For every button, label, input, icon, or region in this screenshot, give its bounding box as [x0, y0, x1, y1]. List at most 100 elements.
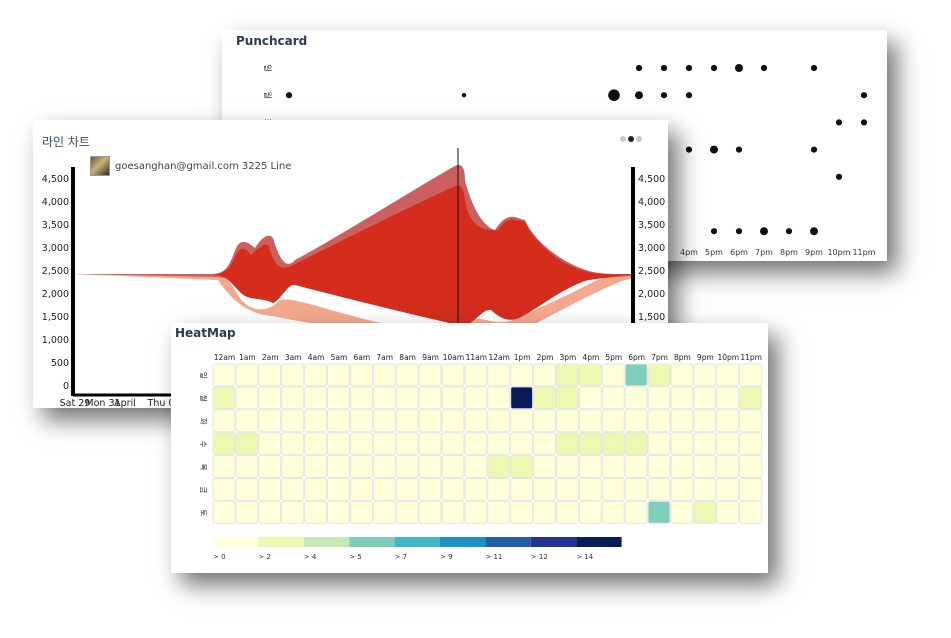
- x-tick-label: Mon 31: [85, 398, 120, 408]
- heatmap-cell: [693, 386, 717, 410]
- heatmap-cell: [601, 455, 625, 479]
- heatmap-cell: [693, 432, 717, 456]
- heatmap-cell: [395, 455, 419, 479]
- heatmap-cell: [624, 500, 648, 524]
- heatmap-hour-label: 4am: [308, 353, 325, 362]
- heatmap-cell: [693, 478, 717, 501]
- heatmap-hour-label: 9am: [422, 353, 439, 362]
- heatmap-cell: [418, 386, 442, 410]
- heatmap-cell: [304, 500, 328, 524]
- y-tick-label-right: 2,000: [638, 289, 665, 300]
- punch-point: [810, 64, 818, 72]
- heatmap-hour-label: 3am: [285, 353, 302, 362]
- heatmap-title: HeatMap: [175, 326, 236, 340]
- heatmap-cell: [647, 386, 671, 410]
- heatmap-cell: [670, 363, 694, 387]
- heatmap-cell: [418, 363, 442, 387]
- heatmap-cell: [464, 500, 488, 524]
- y-tick-label-left: 4,000: [42, 197, 69, 208]
- legend-label: > 11: [485, 553, 502, 561]
- heatmap-hour-label: 4pm: [582, 353, 599, 362]
- heatmap-cell: [533, 432, 557, 456]
- punch-point: [660, 64, 668, 72]
- heatmap-hour-label: 6am: [354, 353, 371, 362]
- heatmap-cell: [418, 455, 442, 479]
- heatmap-cell: [327, 386, 350, 410]
- heatmap-cell: [624, 455, 648, 479]
- heatmap-cell: [395, 386, 419, 410]
- punch-hour-label: 7pm: [755, 248, 773, 257]
- heatmap-cell: [624, 432, 648, 456]
- punch-point: [685, 146, 693, 153]
- heatmap-cell: [647, 409, 671, 433]
- heatmap-cell: [258, 432, 282, 456]
- punch-hour-label: 6pm: [730, 248, 748, 257]
- heatmap-chart: 12am 1am 2am 3am 4am 5am 6am 7am 8am 9am 10am 11am 1…: [199, 353, 763, 561]
- heatmap-cell: [624, 409, 648, 433]
- heatmap-cell: [533, 500, 557, 524]
- heatmap-cell: [304, 478, 328, 501]
- heatmap-hour-label: 5am: [331, 353, 348, 362]
- heatmap-cell: [647, 478, 671, 501]
- heatmap-cell: [716, 500, 740, 524]
- heatmap-hour-label: 12am: [214, 353, 235, 362]
- heatmap-hour-label: 10pm: [717, 353, 739, 362]
- heatmap-cell: [533, 386, 557, 410]
- heatmap-hour-label: 12am: [489, 353, 510, 362]
- heatmap-cell: [418, 478, 442, 501]
- y-tick-label-right: 3,000: [638, 243, 665, 254]
- punch-hour-label: 5pm: [705, 248, 723, 257]
- heatmap-cell: [395, 363, 419, 387]
- pager-dot-1[interactable]: [620, 136, 626, 142]
- heatmap-cell: [349, 409, 373, 433]
- heatmap-cell: [716, 455, 740, 479]
- heatmap-cell: [510, 500, 534, 524]
- y-tick-label-right: 1,500: [638, 312, 665, 323]
- x-tick-label: Thu 0: [147, 398, 175, 408]
- punch-point: [461, 93, 467, 98]
- heatmap-cell: [578, 432, 602, 456]
- x-tick-label: April: [114, 398, 136, 408]
- heatmap-cell: [235, 386, 259, 410]
- heatmap-cell: [464, 363, 488, 387]
- heatmap-cell: [510, 363, 534, 387]
- heatmap-cell: [372, 500, 396, 524]
- punch-hour-label: 10pm: [827, 248, 850, 257]
- heatmap-cell: [578, 455, 602, 479]
- punch-point: [760, 64, 768, 72]
- series-area-lower: [73, 274, 633, 338]
- heatmap-cell: [533, 409, 557, 433]
- heatmap-cell: [578, 500, 602, 524]
- heatmap-cell: [258, 386, 282, 410]
- heatmap-cell: [304, 432, 328, 456]
- legend-label: > 14: [576, 553, 594, 561]
- heatmap-cell: [647, 363, 671, 387]
- heatmap-cell: [464, 432, 488, 456]
- heatmap-cell: [372, 432, 396, 456]
- heatmap-cell: [647, 455, 671, 479]
- heatmap-cell: [464, 409, 488, 433]
- y-tick-label-left: 3,000: [42, 243, 69, 254]
- heatmap-cell: [395, 500, 419, 524]
- heatmap-cell: [739, 432, 763, 456]
- pager-dot-2[interactable]: [628, 136, 634, 142]
- legend-label: > 4: [304, 553, 317, 561]
- heatmap-cell: [327, 409, 350, 433]
- heatmap-cell: [235, 455, 259, 479]
- heatmap-cell: [647, 500, 671, 524]
- y-tick-label-left: 0: [63, 381, 69, 392]
- carousel-pager[interactable]: [618, 127, 642, 146]
- y-tick-label-left: 3,500: [42, 220, 69, 231]
- heatmap-cell: [693, 500, 717, 524]
- heatmap-cell: [670, 500, 694, 524]
- heatmap-hour-label: 2am: [262, 353, 279, 362]
- heatmap-cell: [601, 500, 625, 524]
- pager-dot-3[interactable]: [636, 136, 642, 142]
- heatmap-cell: [578, 363, 602, 387]
- y-tick-label-left: 2,500: [42, 266, 69, 277]
- heatmap-cell: [395, 432, 419, 456]
- heatmap-cell: [372, 409, 396, 433]
- heatmap-cell: [212, 386, 236, 410]
- heatmap-cell: [716, 386, 740, 410]
- heatmap-cell: [624, 386, 648, 410]
